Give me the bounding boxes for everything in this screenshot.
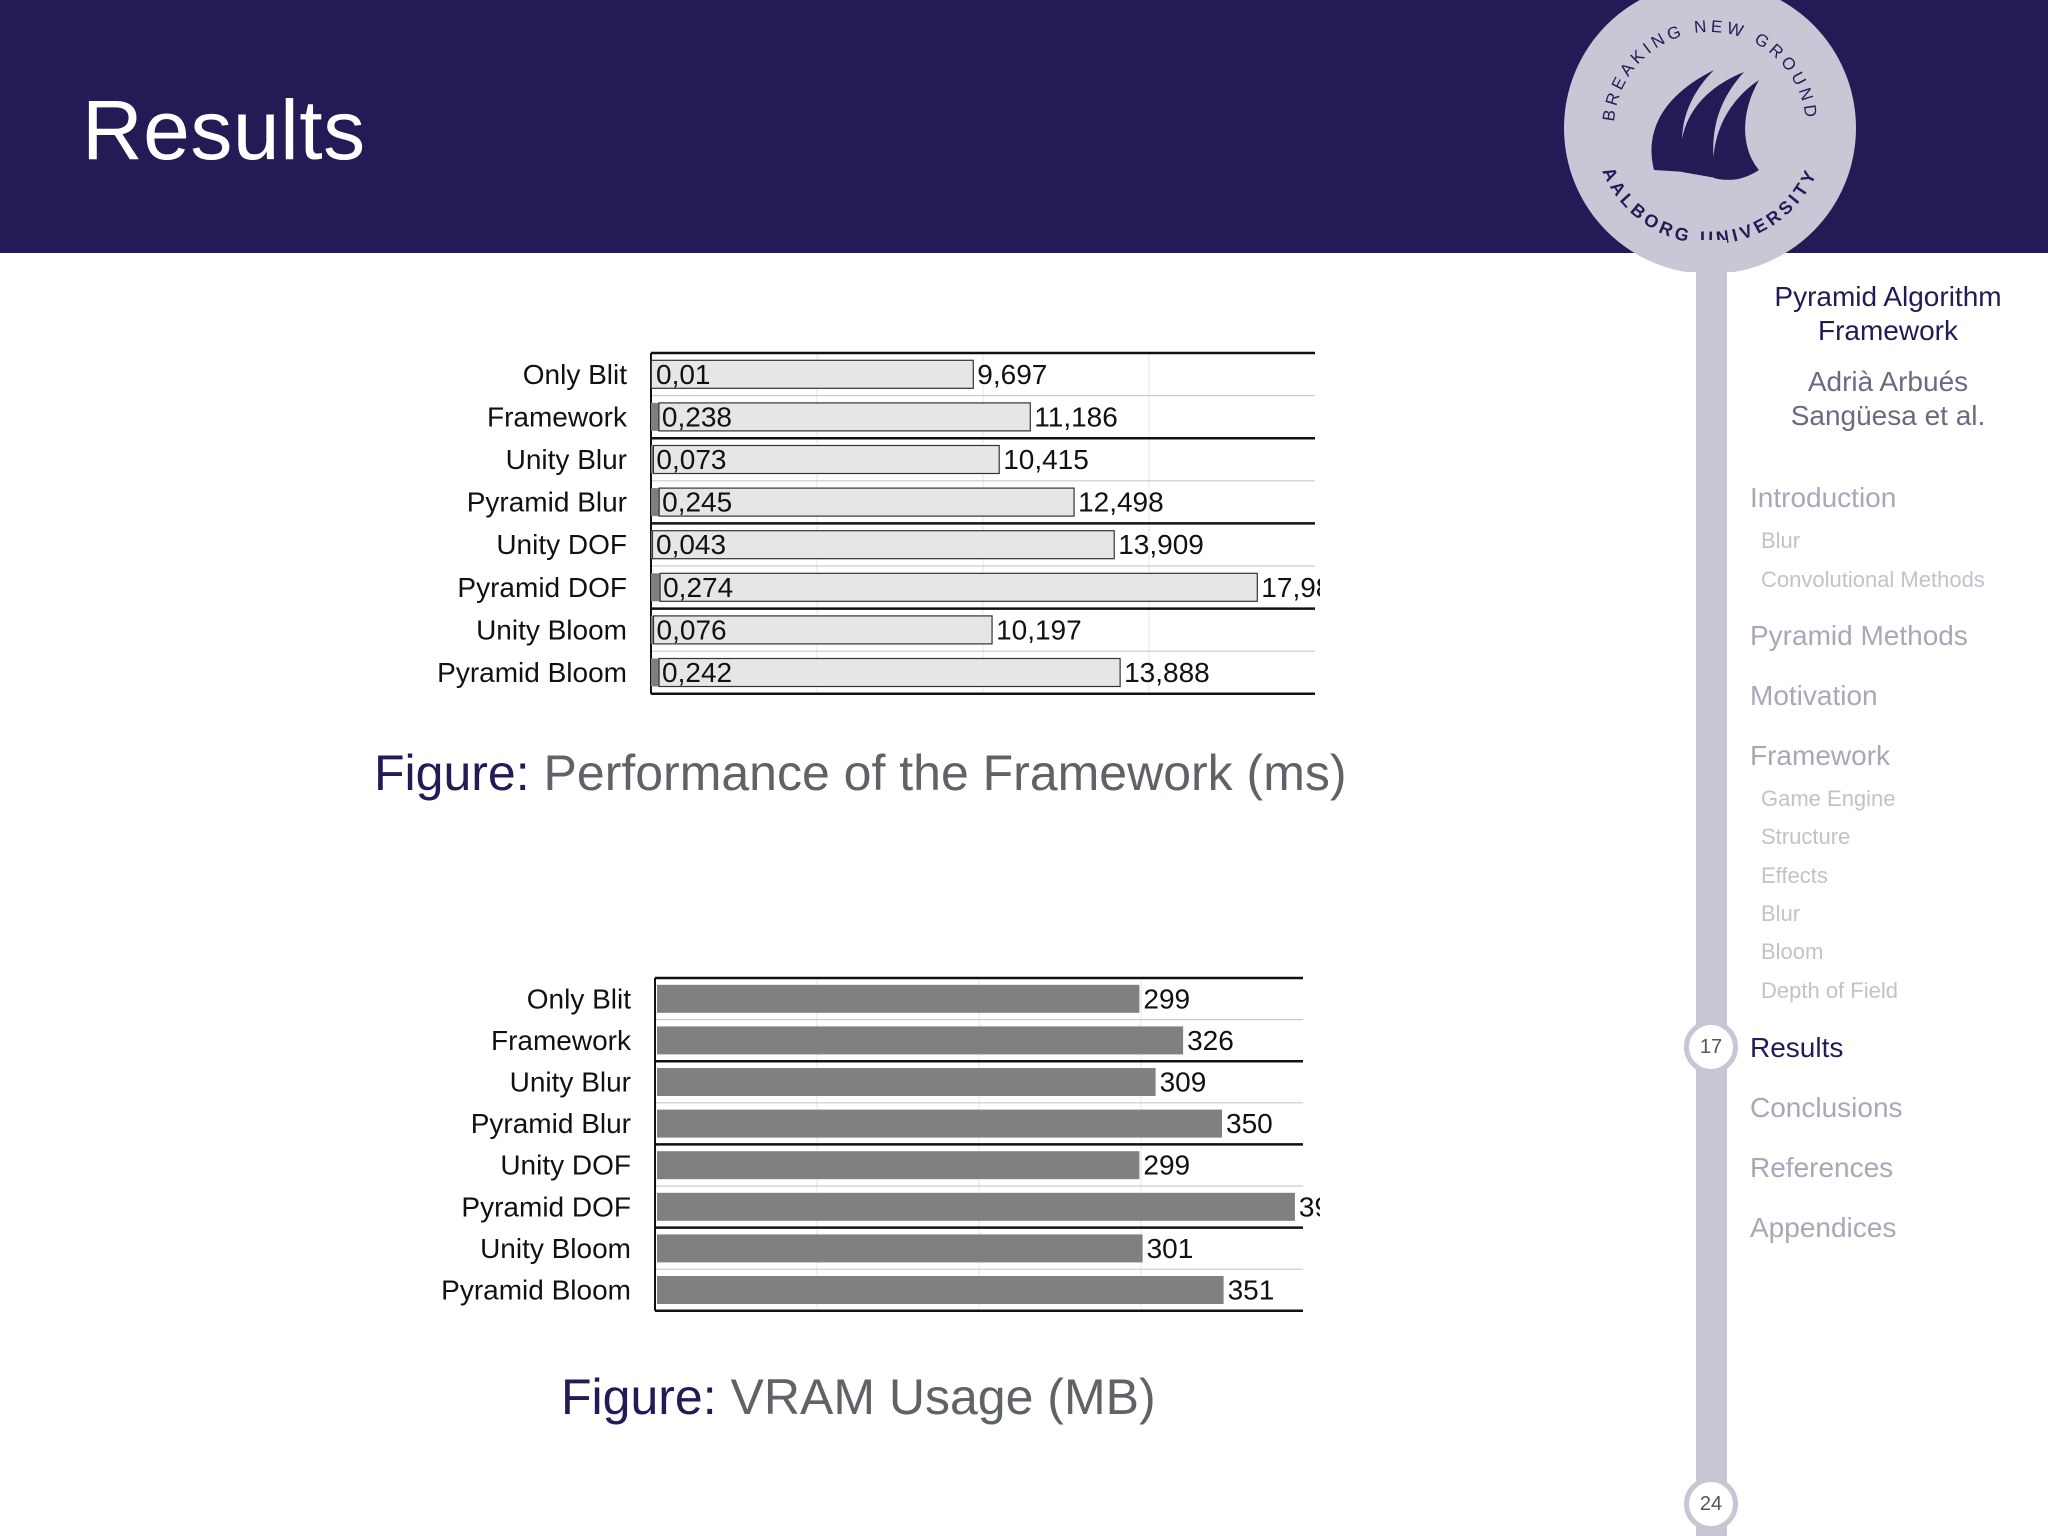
category-label: Unity Bloom xyxy=(476,614,627,645)
nav-sub-depth-of-field[interactable]: Depth of Field xyxy=(1761,978,1898,1003)
data-label-gpu: 17,988 xyxy=(1261,572,1320,603)
category-label: Only Blit xyxy=(523,359,627,390)
bar-cpu xyxy=(651,445,654,474)
data-label: 326 xyxy=(1187,1025,1234,1056)
nav-section-framework[interactable]: Framework xyxy=(1750,740,1891,771)
data-label-cpu: 0,238 xyxy=(662,401,732,432)
data-label-cpu: 0,01 xyxy=(656,359,711,390)
current-page-badge: 17 xyxy=(1684,1020,1738,1074)
navigation-progress-line xyxy=(1696,240,1727,1536)
data-label: 299 xyxy=(1143,1150,1190,1181)
data-label: 299 xyxy=(1143,983,1190,1014)
nav-sub-effects[interactable]: Effects xyxy=(1761,863,1828,888)
category-label: Framework xyxy=(491,1025,632,1056)
bar-gpu xyxy=(658,402,1031,432)
category-label: Pyramid Bloom xyxy=(441,1275,631,1306)
bar-cpu xyxy=(651,658,660,687)
bar-gpu xyxy=(652,444,1000,475)
bar-vram xyxy=(657,1068,1156,1096)
bar-vram xyxy=(657,1109,1222,1138)
bar-vram xyxy=(657,1234,1143,1263)
nav-sub-blur-2[interactable]: Blur xyxy=(1761,901,1801,926)
bar-vram xyxy=(657,1026,1184,1055)
bar-cpu xyxy=(651,402,659,431)
nav-sub-structure[interactable]: Structure xyxy=(1761,824,1851,849)
data-label-gpu: 13,888 xyxy=(1124,657,1210,688)
nav-section-conclusions[interactable]: Conclusions xyxy=(1750,1092,1903,1123)
data-label: 395 xyxy=(1299,1191,1320,1222)
deck-author: Adrià Arbués Sangüesa et al. xyxy=(1790,366,1986,431)
category-label: Pyramid Blur xyxy=(467,487,627,518)
category-label: Unity DOF xyxy=(500,1150,631,1181)
bar-vram xyxy=(657,1276,1224,1304)
nav-section-introduction[interactable]: Introduction xyxy=(1750,482,1897,513)
bar-cpu xyxy=(651,530,653,559)
category-label: Pyramid Blur xyxy=(471,1108,631,1139)
data-label-gpu: 9,697 xyxy=(977,359,1047,390)
data-label-cpu: 0,245 xyxy=(662,487,732,518)
bar-cpu xyxy=(651,488,660,517)
bar-vram xyxy=(657,1151,1140,1180)
caption-prefix: Figure: xyxy=(561,1369,717,1425)
performance-caption: Figure: Performance of the Framework (ms… xyxy=(374,743,1347,803)
logo-mark xyxy=(1651,70,1759,180)
bar-gpu xyxy=(650,359,974,389)
vram-caption: Figure: VRAM Usage (MB) xyxy=(561,1367,1156,1427)
data-label-cpu: 0,242 xyxy=(662,657,732,688)
nav-sub-game-engine[interactable]: Game Engine xyxy=(1761,786,1896,811)
category-label: Unity Bloom xyxy=(480,1233,631,1264)
data-label-gpu: 12,498 xyxy=(1078,487,1164,518)
nav-sub-bloom[interactable]: Bloom xyxy=(1761,939,1824,964)
category-label: Framework xyxy=(487,401,628,432)
data-label: 309 xyxy=(1160,1067,1207,1098)
data-label-cpu: 0,073 xyxy=(656,444,726,475)
data-label: 350 xyxy=(1226,1108,1273,1139)
data-label-cpu: 0,076 xyxy=(657,614,727,645)
slide-title: Results xyxy=(82,83,366,177)
caption-text: VRAM Usage (MB) xyxy=(730,1369,1156,1425)
category-label: Only Blit xyxy=(527,983,631,1014)
category-label: Unity DOF xyxy=(496,529,627,560)
data-label-gpu: 10,197 xyxy=(996,614,1082,645)
bar-gpu xyxy=(658,657,1121,688)
data-label-gpu: 11,186 xyxy=(1034,401,1118,432)
university-logo: BREAKING NEW GROUND AALBORG UNIVERSITY xyxy=(1564,0,1856,272)
nav-section-appendices[interactable]: Appendices xyxy=(1750,1212,1897,1243)
data-label: 351 xyxy=(1228,1275,1275,1306)
category-label: Pyramid Bloom xyxy=(437,657,627,688)
caption-text: Performance of the Framework (ms) xyxy=(543,745,1347,801)
caption-prefix: Figure: xyxy=(374,745,530,801)
category-label: Pyramid DOF xyxy=(457,572,627,603)
category-label: Unity Blur xyxy=(506,444,627,475)
nav-sub-convolutional-methods[interactable]: Convolutional Methods xyxy=(1761,567,1985,592)
nav-section-results[interactable]: Results xyxy=(1750,1032,1844,1063)
bar-cpu xyxy=(651,615,654,644)
deck-title: Pyramid Algorithm Framework xyxy=(1774,281,2002,346)
nav-section-motivation[interactable]: Motivation xyxy=(1750,680,1878,711)
bar-gpu xyxy=(651,530,1115,560)
bar-gpu xyxy=(652,615,993,645)
category-label: Pyramid DOF xyxy=(461,1191,631,1222)
total-pages-badge: 24 xyxy=(1684,1477,1738,1531)
bar-vram xyxy=(657,1192,1295,1221)
bar-cpu xyxy=(651,573,661,602)
data-label-gpu: 10,415 xyxy=(1003,444,1089,475)
data-label-cpu: 0,043 xyxy=(656,529,726,560)
data-label-cpu: 0,274 xyxy=(663,572,733,603)
data-label: 301 xyxy=(1147,1233,1194,1264)
nav-section-references[interactable]: References xyxy=(1750,1152,1894,1183)
bar-gpu xyxy=(658,487,1075,517)
bar-vram xyxy=(657,984,1140,1013)
category-label: Unity Blur xyxy=(510,1067,631,1098)
nav-sub-blur[interactable]: Blur xyxy=(1761,528,1801,553)
data-label-gpu: 13,909 xyxy=(1118,529,1204,560)
nav-section-pyramid-methods[interactable]: Pyramid Methods xyxy=(1750,620,1968,651)
performance-chart: Only Blit 0,01 9,697 Framework 0,238 11,186 Un… xyxy=(437,351,1320,696)
bar-gpu xyxy=(659,572,1258,602)
vram-chart: Only Blit 299 Framework 326 Unity Blur 309 Pyr… xyxy=(441,976,1320,1313)
